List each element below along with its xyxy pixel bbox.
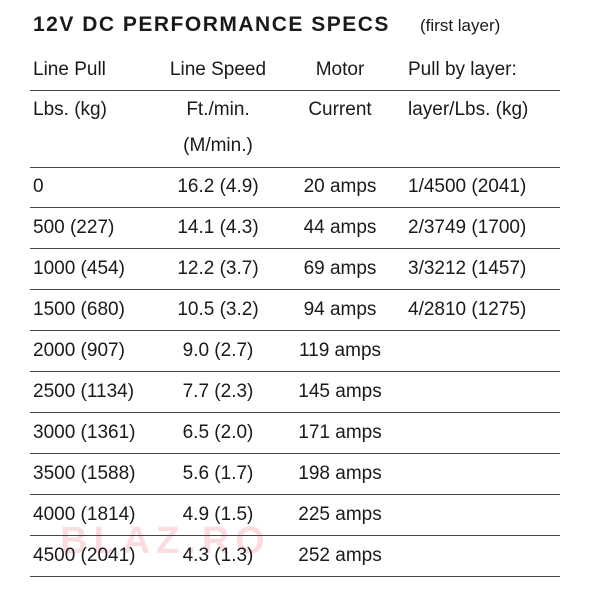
column-subheader: Current (308, 99, 372, 120)
cell: 12.2 (3.7) (177, 258, 259, 279)
cell: 4.3 (1.3) (182, 545, 254, 566)
cell: 171 amps (298, 422, 382, 443)
cell: 7.7 (2.3) (182, 381, 254, 402)
cell: 500 (227) (33, 217, 115, 238)
row-rule (30, 90, 560, 91)
column-header: Line Speed (169, 59, 267, 80)
row-rule (30, 535, 560, 536)
cell: 119 amps (298, 340, 382, 361)
column-subheader: Lbs. (kg) (33, 99, 107, 120)
row-rule (30, 167, 560, 168)
cell: 10.5 (3.2) (177, 299, 259, 320)
cell: 225 amps (298, 504, 382, 525)
cell: 4500 (2041) (33, 545, 136, 566)
row-rule (30, 207, 560, 208)
row-rule (30, 248, 560, 249)
cell: 3000 (1361) (33, 422, 136, 443)
title: 12V DC PERFORMANCE SPECS (33, 13, 390, 36)
cell: 6.5 (2.0) (182, 422, 254, 443)
cell: 145 amps (298, 381, 382, 402)
cell: 252 amps (298, 545, 382, 566)
cell: 3/3212 (1457) (408, 258, 527, 279)
cell: 2/3749 (1700) (408, 217, 527, 238)
cell: 94 amps (303, 299, 377, 320)
column-subheader: Ft./min. (186, 99, 250, 120)
cell: 44 amps (303, 217, 377, 238)
cell: 198 amps (298, 463, 382, 484)
cell: 9.0 (2.7) (182, 340, 254, 361)
cell: 1000 (454) (33, 258, 125, 279)
cell: 20 amps (303, 176, 377, 197)
cell: 2000 (907) (33, 340, 125, 361)
column-header: Motor (315, 59, 365, 80)
row-rule (30, 412, 560, 413)
cell: 1500 (680) (33, 299, 125, 320)
watermark: BLAZ.RO (60, 520, 271, 562)
row-rule (30, 371, 560, 372)
row-rule (30, 330, 560, 331)
subtitle: (first layer) (420, 16, 501, 35)
cell: 4000 (1814) (33, 504, 136, 525)
row-rule (30, 494, 560, 495)
cell: 4.9 (1.5) (182, 504, 254, 525)
cell: 16.2 (4.9) (177, 176, 259, 197)
cell: 1/4500 (2041) (408, 176, 527, 197)
column-header: Line Pull (33, 59, 106, 80)
row-rule (30, 576, 560, 577)
column-subheader: layer/Lbs. (kg) (408, 99, 529, 120)
row-rule (30, 453, 560, 454)
column-header: Pull by layer: (408, 59, 517, 80)
cell: 4/2810 (1275) (408, 299, 527, 320)
cell: 69 amps (303, 258, 377, 279)
cell: 3500 (1588) (33, 463, 136, 484)
cell: 0 (33, 176, 44, 197)
cell: 2500 (1134) (33, 381, 135, 402)
cell: 14.1 (4.3) (177, 217, 259, 238)
column-subheader: (M/min.) (183, 135, 253, 156)
row-rule (30, 289, 560, 290)
cell: 5.6 (1.7) (182, 463, 254, 484)
